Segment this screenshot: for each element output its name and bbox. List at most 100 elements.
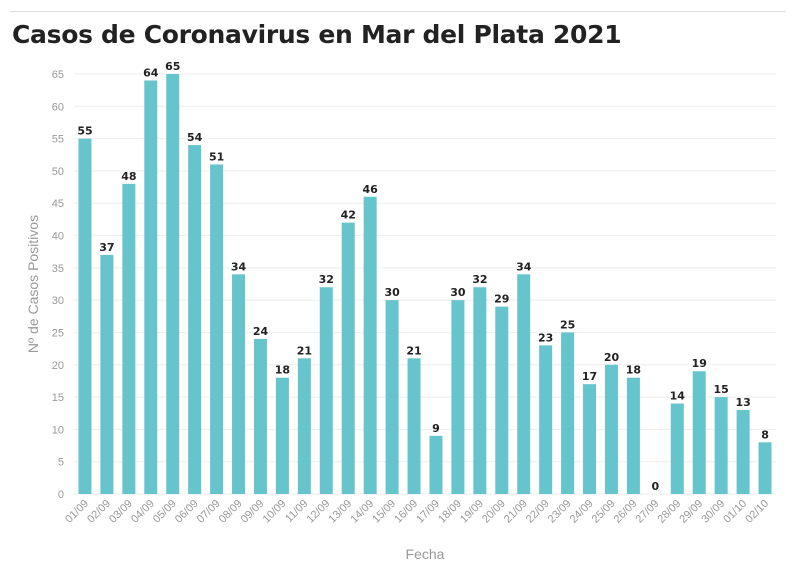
x-tick-label: 20/09 [480, 498, 508, 526]
bar [539, 345, 553, 494]
bar-value-label: 0 [652, 480, 660, 493]
x-tick-label: 01/09 [63, 498, 91, 526]
x-tick-label: 13/09 [326, 498, 354, 526]
value-labels: 55 37 48 64 65 54 51 34 24 18 21 32 42 46 30 21 9 30 32 29 3… [77, 60, 769, 493]
x-tick-label: 25/09 [590, 498, 618, 526]
bar-value-label: 19 [692, 357, 707, 370]
bar [495, 306, 509, 494]
x-tick-label: 18/09 [436, 498, 464, 526]
bars [78, 74, 772, 495]
bar-value-label: 29 [494, 293, 509, 306]
y-tick-label: 20 [52, 360, 64, 372]
bar [166, 74, 180, 494]
x-tick-label: 16/09 [392, 498, 420, 526]
bar-value-label: 20 [604, 351, 620, 364]
y-tick-label: 65 [52, 69, 64, 81]
x-tick-label: 30/09 [699, 498, 727, 526]
y-tick-label: 15 [52, 392, 64, 404]
x-tick-label: 12/09 [304, 498, 332, 526]
y-tick-label: 60 [52, 101, 64, 113]
bar [122, 183, 136, 494]
bar [583, 384, 597, 494]
bar-value-label: 48 [121, 170, 136, 183]
bar [363, 196, 377, 494]
x-tick-label: 14/09 [348, 498, 376, 526]
y-tick-label: 30 [52, 295, 64, 307]
x-tick-label: 28/09 [655, 498, 683, 526]
bar [319, 287, 333, 494]
bar-value-label: 21 [297, 344, 312, 357]
bar [232, 274, 246, 494]
y-tick-label: 35 [52, 263, 64, 275]
top-divider [10, 11, 786, 12]
x-axis-title: Fecha [406, 546, 445, 562]
bar-value-label: 30 [384, 286, 400, 299]
bar [100, 254, 114, 494]
bar-value-label: 17 [582, 370, 597, 383]
bar [604, 364, 618, 494]
y-tick-label: 0 [58, 489, 64, 501]
bar-value-label: 34 [231, 260, 247, 273]
bar-value-label: 34 [516, 260, 532, 273]
grid-lines [74, 73, 776, 495]
x-tick-label: 02/10 [743, 498, 771, 526]
bar-value-label: 51 [209, 150, 224, 163]
bar [670, 403, 684, 494]
x-tick-label: 11/09 [283, 498, 310, 525]
x-tick-label: 17/09 [414, 498, 442, 526]
chart-title: Casos de Coronavirus en Mar del Plata 20… [12, 20, 622, 49]
bar-value-label: 18 [626, 364, 641, 377]
y-tick-label: 45 [52, 198, 64, 210]
x-tick-label: 23/09 [546, 498, 574, 526]
bar [188, 145, 202, 495]
bar [78, 138, 92, 494]
y-tick-label: 55 [52, 134, 64, 146]
bar-value-label: 14 [670, 390, 686, 403]
bar [385, 300, 399, 494]
x-tick-label: 09/09 [239, 498, 267, 526]
x-tick-label: 27/09 [634, 498, 662, 526]
bar [253, 338, 267, 494]
bar-value-label: 23 [538, 331, 553, 344]
bar [692, 371, 706, 494]
x-tick-label: 21/09 [502, 498, 530, 526]
bar [297, 358, 311, 494]
bar [451, 300, 465, 494]
x-tick-label: 03/09 [107, 498, 135, 526]
x-tick-label: 26/09 [612, 498, 640, 526]
y-tick-label: 40 [52, 231, 64, 243]
bar-value-label: 24 [253, 325, 269, 338]
bar-value-label: 8 [761, 428, 769, 441]
x-tick-label: 08/09 [217, 498, 245, 526]
bar-value-label: 15 [714, 383, 729, 396]
bar-value-label: 42 [341, 209, 356, 222]
bar-value-label: 9 [432, 422, 440, 435]
y-tick-label: 10 [52, 424, 64, 436]
y-axis-title: Nº de Casos Positivos [25, 215, 41, 353]
bar [341, 222, 355, 494]
bar [429, 435, 443, 494]
bar-value-label: 21 [406, 344, 421, 357]
bar-value-label: 13 [735, 396, 750, 409]
x-tick-label: 04/09 [129, 498, 157, 526]
bar-value-label: 18 [275, 364, 290, 377]
x-tick-label: 02/09 [85, 498, 113, 526]
x-tick-label: 24/09 [568, 498, 596, 526]
bar-value-label: 54 [187, 131, 203, 144]
bar-value-label: 65 [165, 60, 180, 73]
y-axis-ticks: 0 5 10 15 20 25 30 35 40 45 50 55 60 65 [52, 69, 64, 501]
bar-value-label: 37 [99, 241, 114, 254]
y-tick-label: 25 [52, 327, 64, 339]
x-tick-label: 10/09 [261, 498, 289, 526]
y-tick-label: 5 [58, 457, 64, 469]
bar-value-label: 32 [319, 273, 334, 286]
x-tick-label: 29/09 [677, 498, 705, 526]
bar [714, 397, 728, 494]
bar [473, 287, 487, 494]
x-tick-label: 19/09 [458, 498, 486, 526]
bar [758, 442, 772, 494]
bar [407, 358, 421, 494]
bar-value-label: 64 [143, 66, 159, 79]
bar [626, 377, 640, 494]
